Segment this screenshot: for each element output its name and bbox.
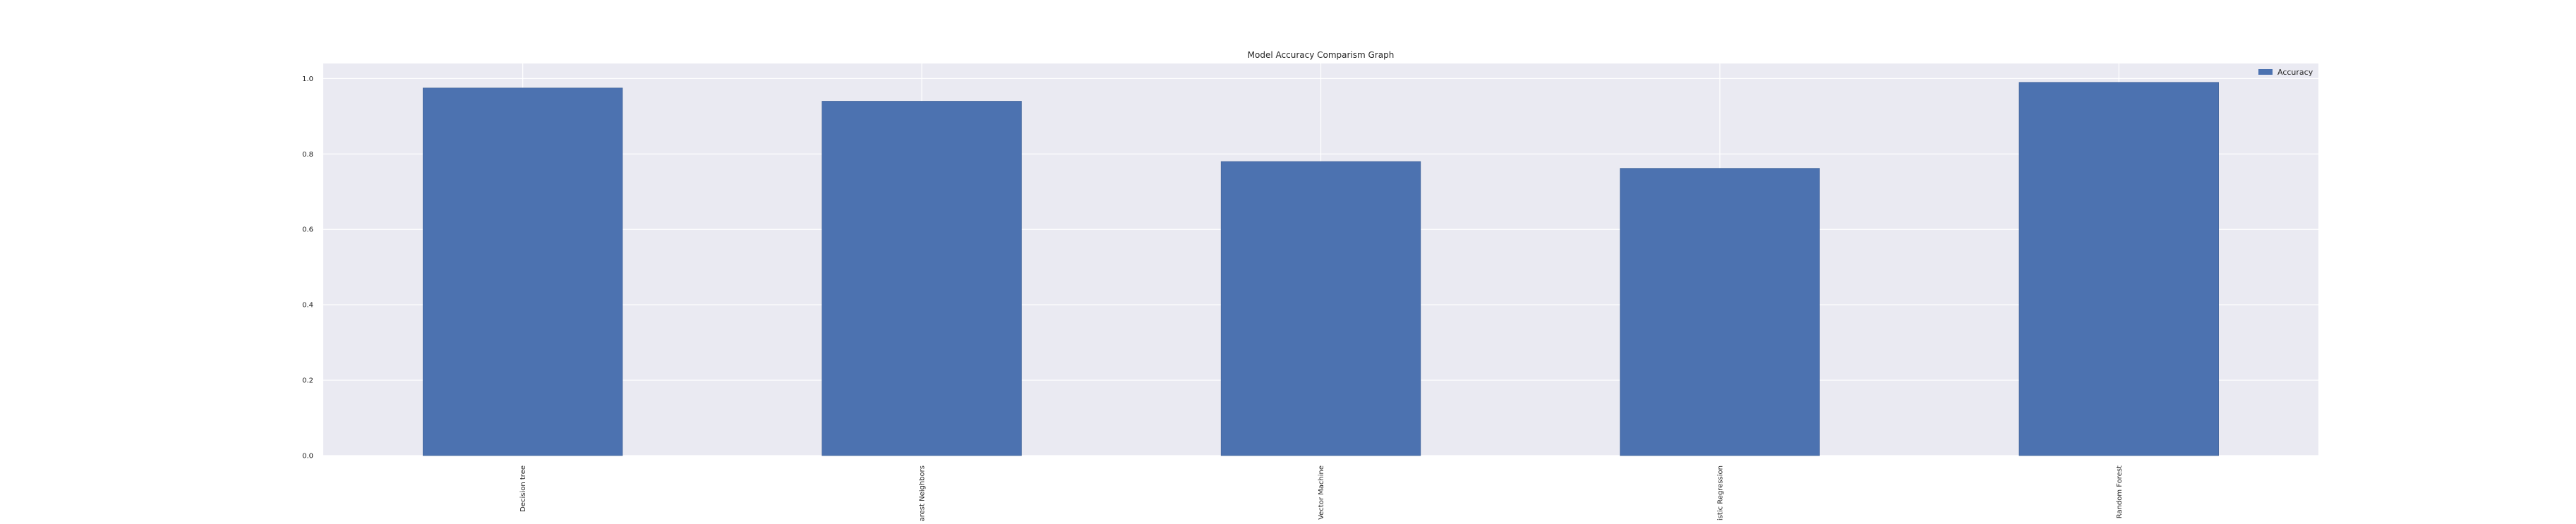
bar — [2018, 82, 2219, 456]
bar — [821, 101, 1022, 456]
legend: Accuracy — [2258, 68, 2313, 77]
y-tick-label: 1.0 — [302, 75, 313, 83]
y-tick-label: 0.8 — [302, 151, 313, 159]
legend-swatch — [2258, 69, 2273, 75]
y-axis-ticks: 0.0 0.2 0.4 0.6 0.8 1.0 — [302, 75, 313, 461]
bars — [423, 82, 2219, 456]
legend-label: Accuracy — [2277, 68, 2313, 77]
x-tick-label: K-Nearest Neighbors — [919, 465, 927, 521]
bar — [423, 87, 623, 456]
x-tick-label: Decision tree — [519, 465, 527, 512]
x-axis-ticks: Decision tree K-Nearest Neighbors Support … — [519, 465, 2124, 524]
x-tick-label: Support Vector Machine — [1318, 465, 1325, 521]
y-tick-label: 0.6 — [302, 226, 313, 234]
y-tick-label: 0.2 — [302, 377, 313, 385]
y-tick-label: 0.4 — [302, 302, 313, 310]
y-tick-label: 0.0 — [302, 453, 313, 461]
x-tick-label: Logistic Regression — [1716, 465, 1724, 521]
x-tick-label: Random Forest — [2116, 465, 2124, 518]
bar — [1220, 161, 1421, 456]
chart-title: Model Accuracy Comparism Graph — [1248, 50, 1395, 60]
bar — [1620, 168, 1820, 456]
